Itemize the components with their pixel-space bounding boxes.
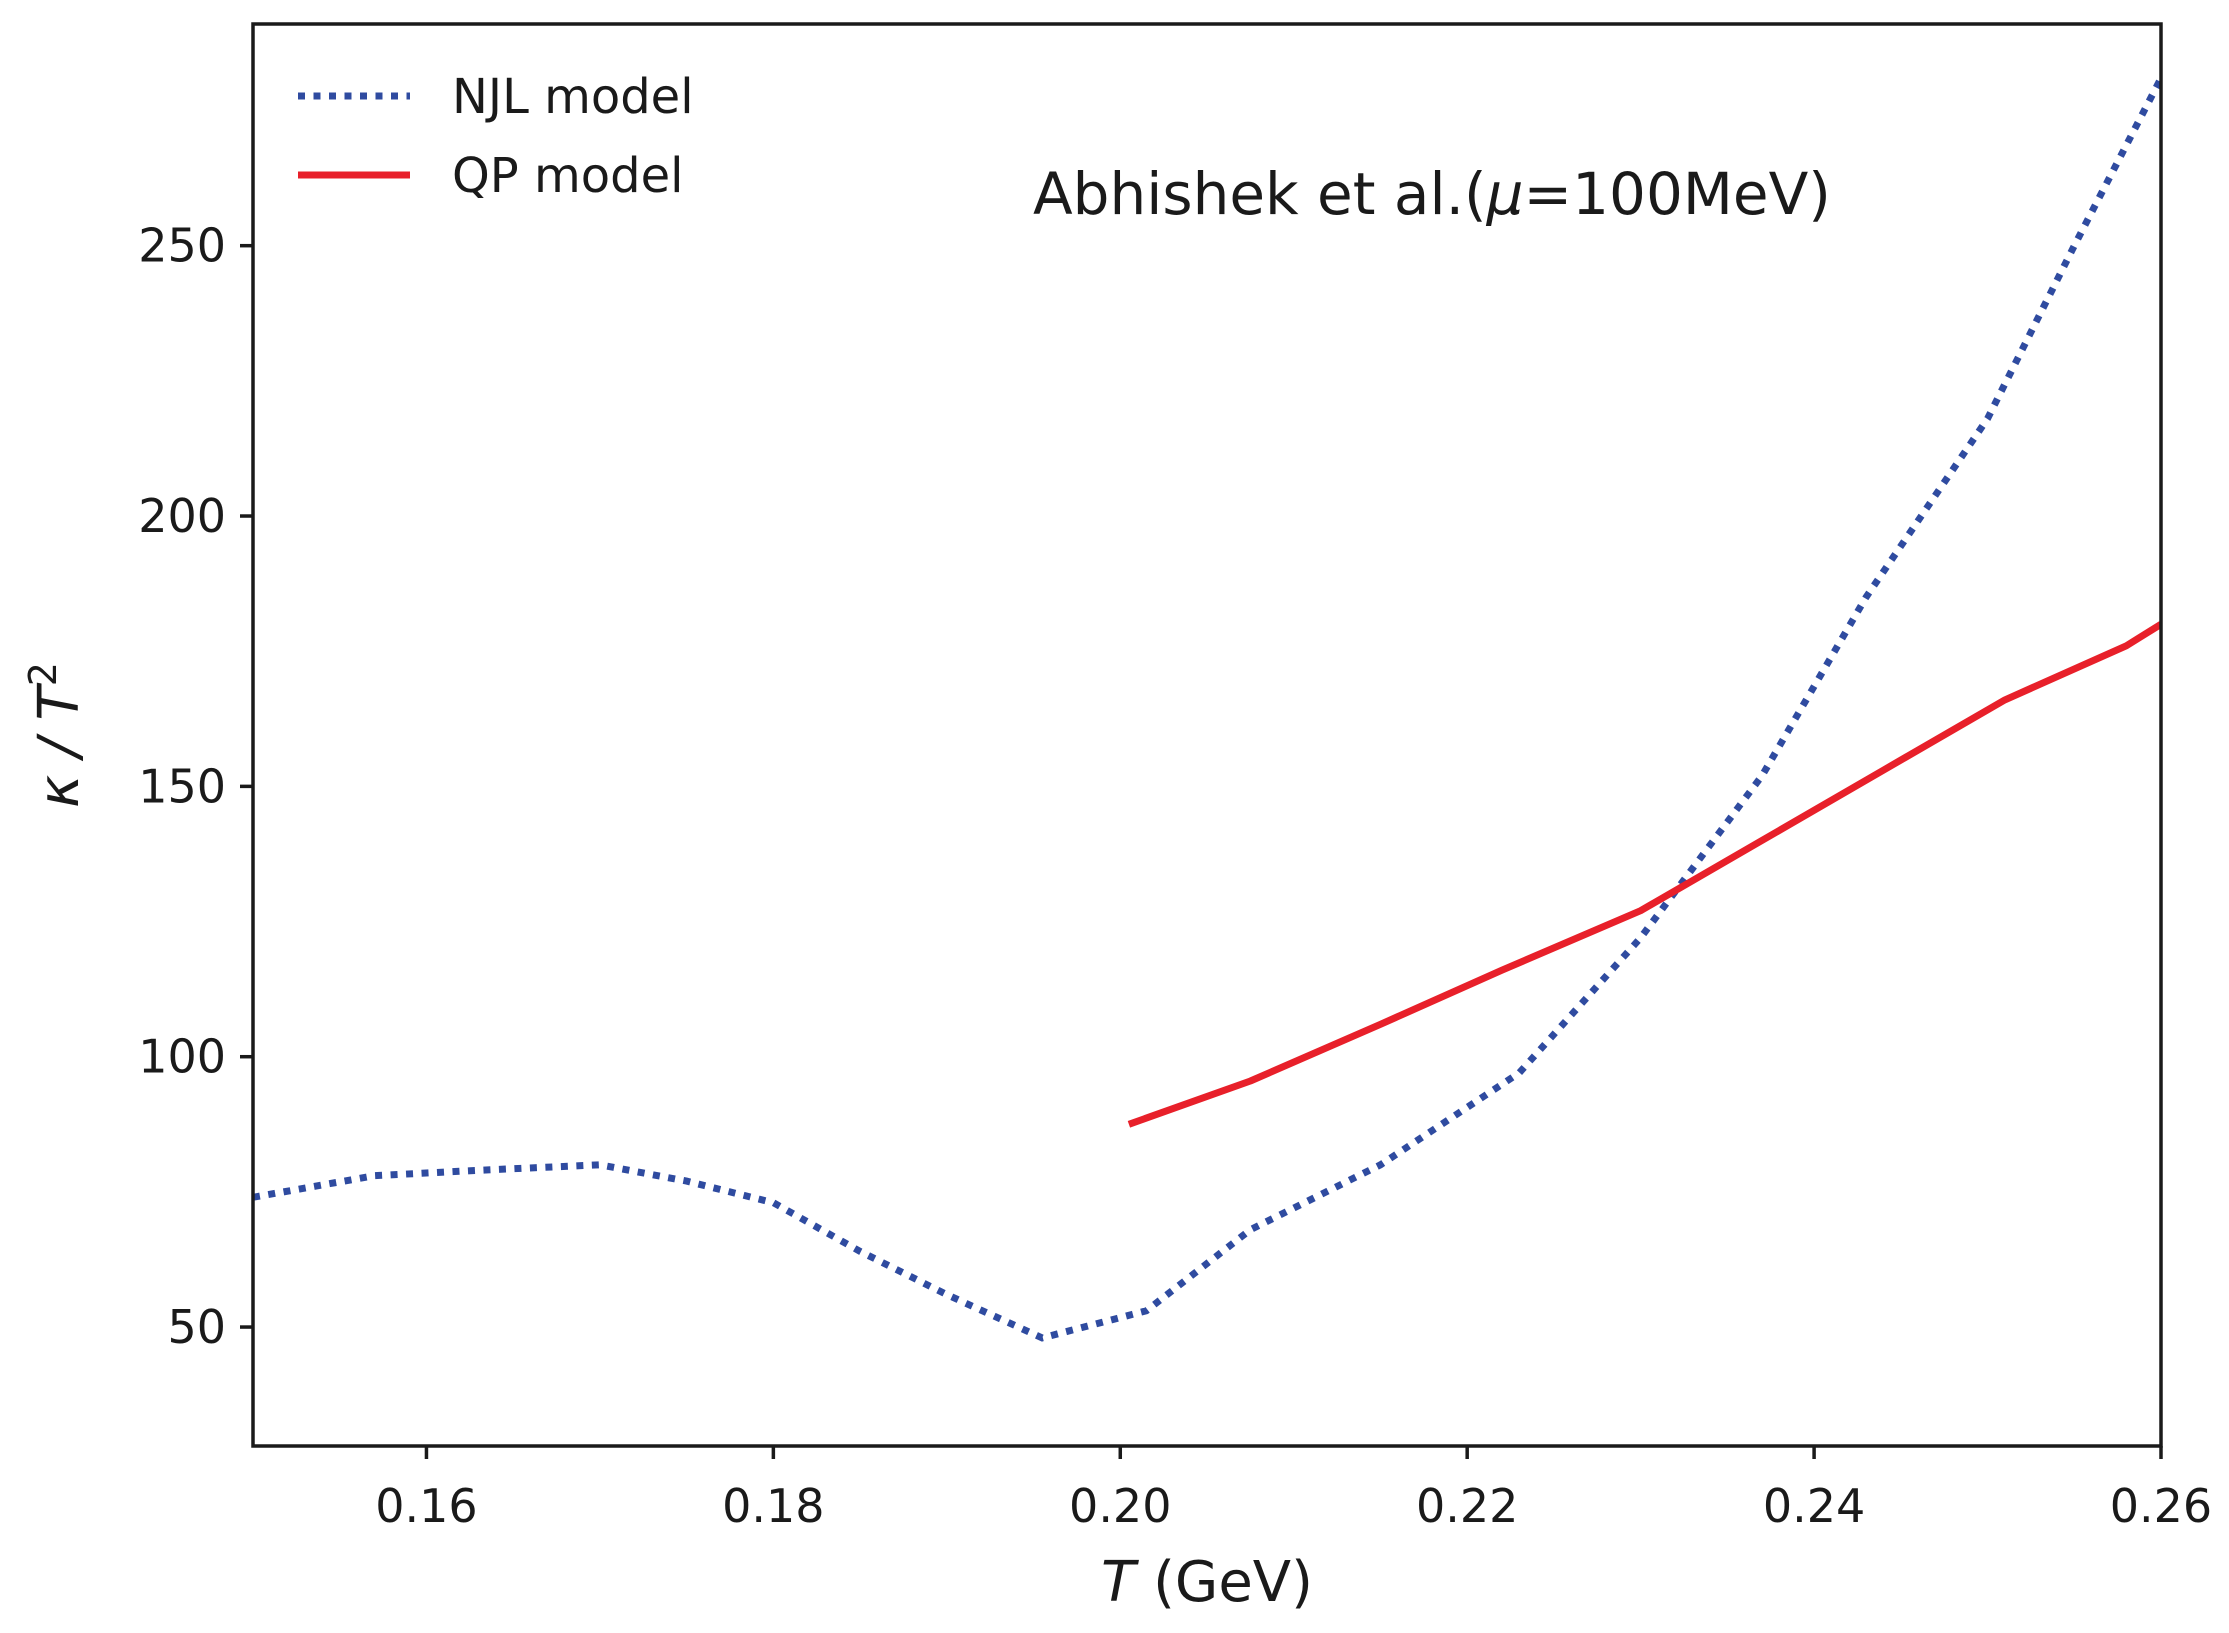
x-axis-ticks: 0.16 0.18 0.20 0.22 0.24 0.26	[375, 1446, 2212, 1533]
series-line-qp-model	[1127, 621, 2161, 1128]
y-tick-label: 150	[138, 759, 226, 813]
y-axis-ticks: 50 100 150 200 250	[138, 219, 253, 1354]
x-axis-label: T (GeV)	[1101, 1550, 1313, 1615]
legend-label-njl-model: NJL model	[452, 69, 694, 125]
y-tick-label: 200	[138, 489, 226, 543]
plot-frame	[251, 22, 2163, 1448]
y-tick-label: 100	[138, 1030, 226, 1084]
y-tick-label: 50	[167, 1300, 226, 1354]
annotation-text: Abhishek et al.(μ=100MeV)	[1033, 160, 1831, 228]
legend-label-qp-model: QP model	[452, 148, 683, 204]
y-tick-label: 250	[138, 219, 226, 273]
x-tick-label: 0.18	[722, 1479, 824, 1533]
x-tick-label: 0.26	[2110, 1479, 2212, 1533]
series-line-njl-model	[253, 76, 2161, 1342]
x-tick-label: 0.20	[1069, 1479, 1171, 1533]
x-tick-label: 0.24	[1763, 1479, 1865, 1533]
y-axis-label: κ / T2	[21, 662, 92, 808]
x-tick-label: 0.22	[1416, 1479, 1518, 1533]
series-layer	[253, 76, 2161, 1342]
legend: NJL model QP model	[298, 69, 694, 204]
x-tick-label: 0.16	[375, 1479, 477, 1533]
